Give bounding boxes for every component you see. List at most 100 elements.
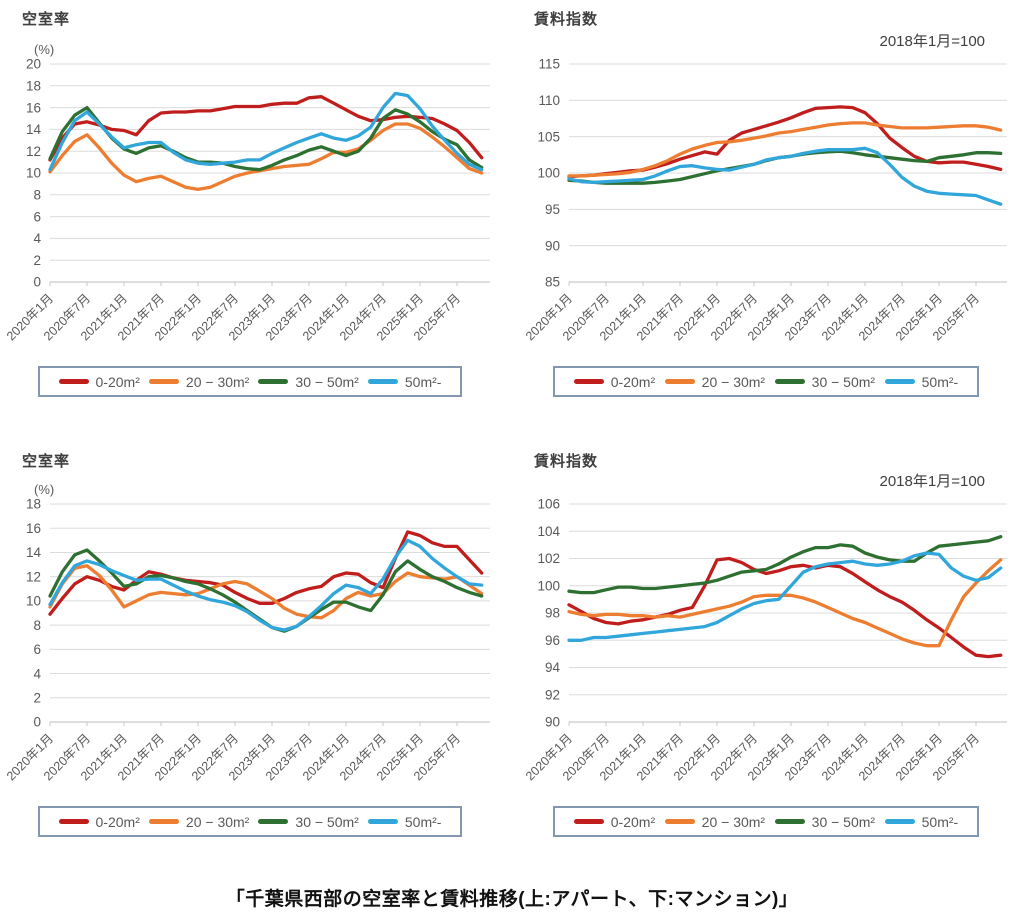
legend-label: 0-20m² [95, 813, 140, 830]
series-line-50m- [567, 551, 1003, 642]
legend-label: 50m²- [921, 813, 959, 830]
index-base-note: 2018年1月=100 [879, 473, 986, 490]
y-axis-tick-label: 85 [545, 275, 560, 290]
legend-line-swatch [573, 819, 604, 824]
legend-label: 20 − 30m² [185, 373, 250, 390]
y-axis-tick-label: 110 [538, 93, 560, 108]
legend-line-swatch [58, 379, 89, 384]
apartment-vacancy-plot: 201816141210864202020年1月2020年7月2021年1月20… [4, 57, 490, 343]
y-axis-tick-label: 100 [537, 166, 560, 181]
series-line-20-30m- [48, 122, 484, 192]
y-axis-tick-label: 106 [537, 497, 560, 512]
condo-vacancy-plot: 1816141210864202020年1月2020年7月2021年1月2021… [4, 497, 490, 783]
legend-line-swatch [664, 819, 695, 824]
legend-line-swatch [884, 819, 915, 824]
series-line-0-20m- [567, 556, 1003, 659]
legend-label: 20 − 30m² [185, 813, 250, 830]
legend-apartment-vacancy: 0-20m² 20 − 30m² 30 − 50m² 50m²- [38, 366, 462, 397]
index-base-note: 2018年1月=100 [879, 33, 986, 50]
legend-item-0-20m-: 0-20m² [58, 373, 140, 390]
apartment-rent-index-plot: 1151101051009590852020年1月2020年7月2021年1月2… [523, 57, 1007, 343]
legend-item-0-20m-: 0-20m² [573, 813, 656, 830]
legend-line-swatch [148, 379, 179, 384]
y-axis-tick-label: 10 [26, 594, 41, 609]
legend-condo-vacancy: 0-20m² 20 − 30m² 30 − 50m² 50m²- [38, 806, 462, 837]
series-line-30-50m- [48, 548, 484, 633]
y-axis-tick-label: 94 [545, 660, 561, 675]
series-line-50m- [48, 91, 484, 172]
legend-label: 20 − 30m² [701, 813, 766, 830]
legend-label: 50m²- [921, 373, 959, 390]
legend-item-30-50m-: 30 − 50m² [774, 813, 876, 830]
y-axis-tick-label: 90 [545, 238, 560, 253]
chart-apartment-vacancy: 20 18 16 14 12 10 8 6 4 2 0 2020年1月 2020年7月 2021年1月 20… [0, 42, 512, 372]
y-axis-tick-label: 0 [33, 715, 41, 730]
legend-item-20-30m-: 20 − 30m² [664, 374, 765, 390]
series-line-20-30m- [567, 558, 1003, 648]
legend-label: 0-20m² [610, 813, 656, 830]
y-unit-label: (%) [34, 482, 55, 497]
y-axis-tick-label: 104 [537, 524, 560, 539]
y-axis-tick-label: 0 [33, 275, 41, 290]
chart-title-apartment-rent: 賃料指数 [534, 11, 599, 28]
legend-item-50m-: 50m²- [884, 813, 959, 830]
y-axis-tick-label: 10 [26, 166, 41, 181]
y-axis-tick-label: 100 [537, 578, 560, 593]
y-axis-tick-label: 4 [33, 666, 41, 681]
y-axis-tick-label: 4 [33, 231, 41, 246]
legend-line-swatch [258, 819, 289, 824]
series-line-0-20m- [567, 105, 1003, 179]
y-axis-tick-label: 18 [26, 79, 41, 94]
legend-item-30-50m-: 30 − 50m² [258, 814, 359, 830]
legend-item-30-50m-: 30 − 50m² [258, 373, 359, 390]
legend-label: 0-20m² [95, 373, 140, 390]
chart-title-condo-rent: 賃料指数 [534, 453, 599, 470]
y-axis-tick-label: 12 [26, 144, 41, 159]
legend-apartment-rent-index: 0-20m² 20 − 30m² 30 − 50m² 50m²- [553, 366, 979, 397]
chart-title-condo-vacancy: 空室率 [22, 453, 71, 470]
legend-line-swatch [58, 819, 89, 824]
chart-apartment-rent-index: 115 110 105 100 95 90 85 2020年1月 2020年7月 2021年1月 2… [512, 42, 1024, 372]
legend-item-20-30m-: 20 − 30m² [664, 813, 766, 830]
legend-line-swatch [258, 379, 289, 384]
legend-condo-rent-index: 0-20m² 20 − 30m² 30 − 50m² 50m²- [553, 806, 979, 837]
y-axis-tick-label: 96 [545, 633, 560, 648]
legend-item-20-30m-: 20 − 30m² [148, 373, 250, 390]
y-axis-tick-label: 6 [33, 209, 41, 224]
legend-line-swatch [774, 379, 805, 384]
legend-line-swatch [573, 379, 604, 384]
y-axis-tick-label: 92 [545, 687, 560, 702]
y-axis-tick-label: 20 [26, 57, 41, 72]
chart-title-apartment-vacancy: 空室率 [22, 11, 71, 28]
y-axis-tick-label: 90 [545, 715, 560, 730]
condo-rent-index-plot: 10610410210098969492902020年1月2020年7月2021… [523, 497, 1007, 783]
y-axis-tick-label: 98 [545, 606, 560, 621]
legend-line-swatch [664, 379, 695, 384]
chart-condo-vacancy: 18 16 14 12 10 8 6 4 2 0 2020年1月 2020年7月 2021年1月 2021… [0, 482, 512, 812]
y-axis-tick-label: 8 [33, 618, 41, 633]
y-axis-tick-label: 2 [33, 253, 41, 268]
series-line-50m- [567, 146, 1003, 206]
y-unit-label: (%) [34, 42, 55, 57]
y-axis-tick-label: 14 [26, 545, 42, 560]
legend-item-50m-: 50m²- [367, 373, 442, 390]
legend-label: 50m²- [404, 373, 442, 390]
series-line-30-50m- [567, 535, 1003, 595]
legend-item-20-30m-: 20 − 30m² [148, 813, 250, 830]
y-axis-tick-label: 102 [537, 551, 560, 566]
legend-label: 30 − 50m² [811, 373, 876, 390]
y-axis-tick-label: 12 [26, 569, 41, 584]
legend-line-swatch [884, 379, 915, 384]
y-axis-tick-label: 14 [26, 122, 42, 137]
series-line-0-20m- [48, 530, 484, 616]
legend-line-swatch [774, 819, 805, 824]
legend-item-30-50m-: 30 − 50m² [774, 373, 876, 390]
legend-line-swatch [148, 819, 179, 824]
legend-item-0-20m-: 0-20m² [573, 374, 655, 390]
y-axis-tick-label: 2 [33, 691, 41, 706]
y-axis-tick-label: 105 [537, 129, 560, 144]
legend-label: 30 − 50m² [811, 813, 876, 830]
y-axis-tick-label: 95 [545, 202, 560, 217]
legend-label: 30 − 50m² [295, 373, 359, 390]
y-axis-tick-label: 115 [538, 57, 560, 72]
